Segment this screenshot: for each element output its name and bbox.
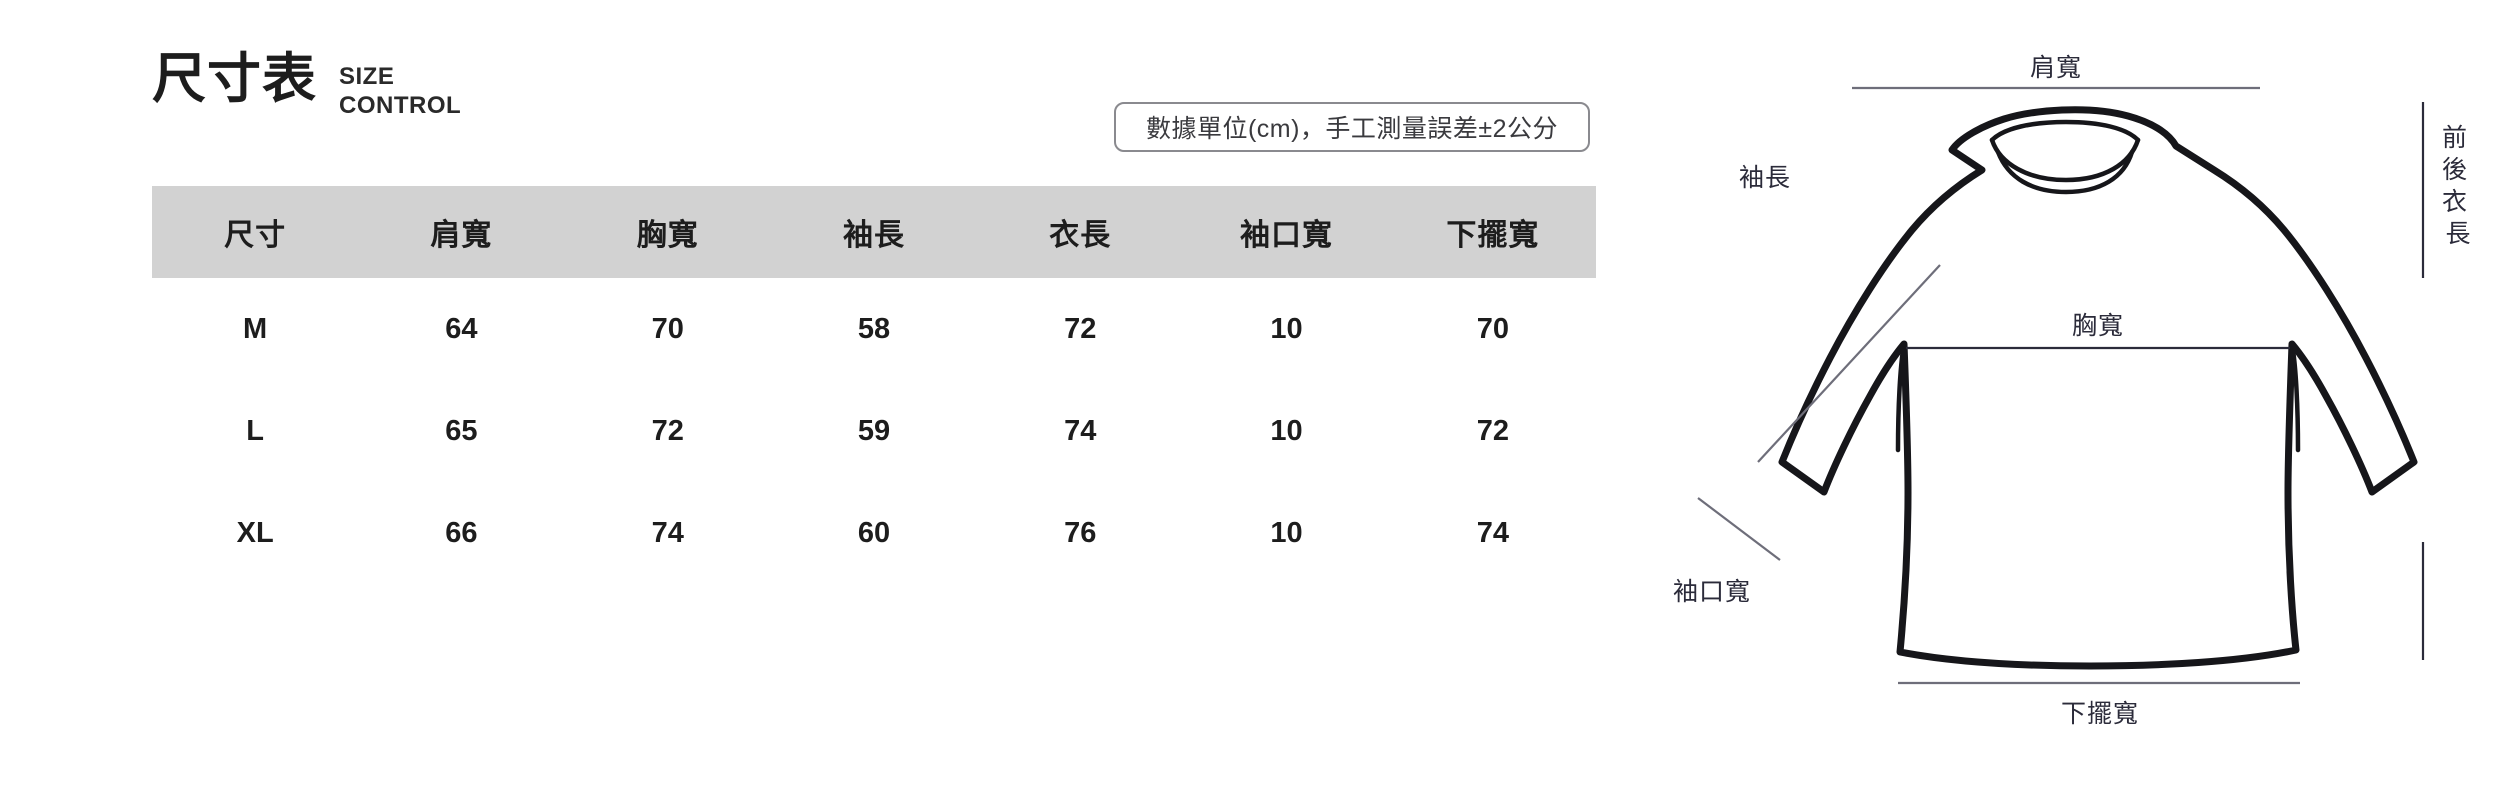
col-header-shoulder: 肩寬	[358, 186, 565, 278]
size-table-body: M 64 70 58 72 10 70 L 65 72 59 74 10 72 …	[152, 278, 1596, 584]
col-header-chest: 胸寬	[564, 186, 771, 278]
cell-length: 72	[977, 278, 1184, 380]
measurement-note: 數據單位(cm)，手工測量誤差±2公分	[1114, 102, 1590, 152]
cell-chest: 74	[564, 482, 771, 584]
cell-cuff: 10	[1183, 278, 1390, 380]
size-table-head: 尺寸 肩寬 胸寬 袖長 衣長 袖口寬 下擺寬	[152, 186, 1596, 278]
cell-sleeve: 58	[770, 278, 978, 380]
cell-length: 76	[977, 482, 1184, 584]
cell-chest: 70	[564, 278, 771, 380]
sleeve-measure-line	[1757, 264, 1941, 463]
cell-chest: 72	[564, 380, 771, 482]
page-title-en: SIZE CONTROL	[339, 63, 462, 120]
cell-shoulder: 64	[358, 278, 565, 380]
cuff-measure-line	[1697, 497, 1781, 561]
diagram-label-cuff: 袖口寬	[1673, 578, 1751, 606]
garment-sketch-icon	[1778, 106, 2418, 670]
cell-size: L	[152, 380, 359, 482]
cell-sleeve: 60	[770, 482, 978, 584]
page-title: 尺寸表 SIZE CONTROL	[152, 52, 461, 121]
col-header-sleeve: 袖長	[770, 186, 978, 278]
cell-length: 74	[977, 380, 1184, 482]
diagram-label-body-length: 前 後 衣 長	[2442, 124, 2474, 248]
diagram-label-chest: 胸寬	[2072, 312, 2124, 340]
table-row: L 65 72 59 74 10 72	[152, 380, 1596, 482]
cell-shoulder: 66	[358, 482, 565, 584]
cell-sleeve: 59	[770, 380, 978, 482]
body-length-char-3: 衣	[2442, 188, 2467, 216]
diagram-label-shoulder: 肩寬	[2030, 54, 2082, 82]
cell-size: M	[152, 278, 359, 380]
cell-cuff: 10	[1183, 380, 1390, 482]
cell-size: XL	[152, 482, 359, 584]
table-row: M 64 70 58 72 10 70	[152, 278, 1596, 380]
body-length-char-4: 長	[2445, 220, 2470, 248]
col-header-size: 尺寸	[152, 186, 359, 278]
garment-measurement-diagram: 肩寬 袖長 袖口寬 胸寬 下擺寬 前 後 衣 長	[1600, 0, 2501, 800]
size-table: 尺寸 肩寬 胸寬 袖長 衣長 袖口寬 下擺寬 M 64 70 58 72 10 …	[152, 186, 1596, 584]
cell-cuff: 10	[1183, 482, 1390, 584]
col-header-cuff: 袖口寬	[1183, 186, 1390, 278]
diagram-label-sleeve: 袖長	[1739, 164, 1791, 192]
table-header-row: 尺寸 肩寬 胸寬 袖長 衣長 袖口寬 下擺寬	[152, 186, 1596, 278]
col-header-hem: 下擺寬	[1389, 186, 1596, 278]
page-title-cn: 尺寸表	[152, 49, 317, 109]
body-length-char-1: 前	[2442, 124, 2467, 152]
body-length-char-2: 後	[2442, 156, 2467, 184]
diagram-label-hem: 下擺寬	[2061, 700, 2139, 728]
cell-hem: 72	[1389, 380, 1596, 482]
cell-shoulder: 65	[358, 380, 565, 482]
cell-hem: 70	[1389, 278, 1596, 380]
table-row: XL 66 74 60 76 10 74	[152, 482, 1596, 584]
col-header-length: 衣長	[977, 186, 1184, 278]
measurement-note-text: 數據單位(cm)，手工測量誤差±2公分	[1145, 115, 1559, 143]
cell-hem: 74	[1389, 482, 1596, 584]
